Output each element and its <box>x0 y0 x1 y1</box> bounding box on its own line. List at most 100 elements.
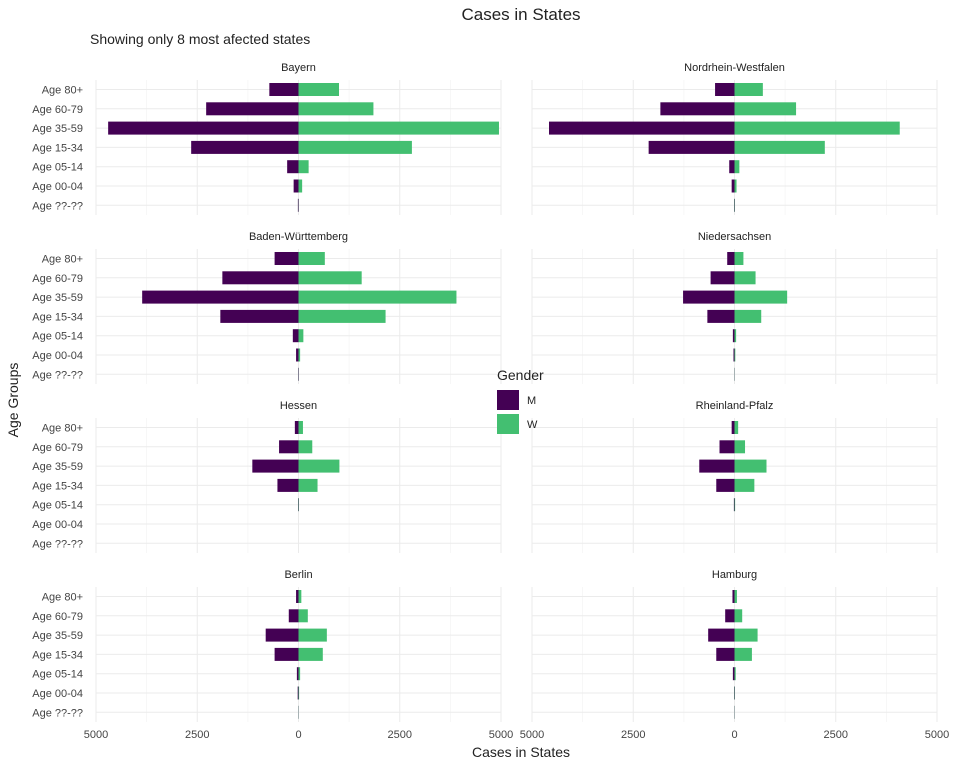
bar-w <box>298 309 386 323</box>
bar-w <box>734 459 767 473</box>
bar-w <box>298 290 457 304</box>
y-axis-title: Age Groups <box>5 363 21 438</box>
panel-strip-label: Bayern <box>281 62 316 74</box>
bar-m <box>296 348 299 362</box>
bar-m <box>648 140 735 154</box>
bar-w <box>734 290 788 304</box>
panel-strip-label: Nordrhein-Westfalen <box>684 62 785 74</box>
bar-w <box>734 102 797 116</box>
bar-w <box>734 667 736 681</box>
panel-strip-label: Berlin <box>284 569 312 581</box>
bar-m <box>707 309 735 323</box>
y-tick-label: Age 60-79 <box>32 611 83 623</box>
bar-m <box>279 440 299 454</box>
bar-w <box>298 160 309 174</box>
y-tick-label: Age ??-?? <box>32 538 83 550</box>
bar-m <box>716 478 735 492</box>
panel-bayern: Bayern Age 80+ Age 60-79 Age 35-59 Age 15-34… <box>32 62 502 215</box>
bar-m <box>549 121 735 135</box>
panel-nordrhein-westfalen: Nordrhein-Westfalen <box>531 62 938 215</box>
x-tick-label: 2500 <box>824 729 848 741</box>
legend-title: Gender <box>497 367 544 383</box>
bar-m <box>293 179 299 193</box>
legend-swatch-m <box>497 390 519 410</box>
panel-strip-label: Baden-Württemberg <box>249 231 348 243</box>
bar-m <box>288 609 299 623</box>
bar-w <box>298 478 318 492</box>
panel-rheinland-pfalz: Rheinland-Pfalz <box>531 400 938 553</box>
bar-w <box>298 647 323 661</box>
bar-m <box>733 348 735 362</box>
chart-subtitle: Showing only 8 most afected states <box>90 31 310 47</box>
y-tick-label: Age 00-04 <box>32 181 83 193</box>
bar-w <box>734 271 756 285</box>
bar-m <box>297 686 299 700</box>
bar-m <box>710 271 735 285</box>
bar-w <box>298 609 308 623</box>
bar-m <box>719 440 735 454</box>
x-axis-title: Cases in States <box>472 744 570 760</box>
y-tick-label: Age ??-?? <box>32 707 83 719</box>
bar-w <box>734 309 762 323</box>
bar-m <box>727 252 735 265</box>
bar-m <box>277 478 299 492</box>
bar-w <box>734 160 740 174</box>
bar-w <box>298 329 304 343</box>
bar-m <box>108 121 299 135</box>
bar-w <box>734 140 825 154</box>
panel-strip-label: Niedersachsen <box>698 231 771 243</box>
bar-m <box>716 647 735 661</box>
y-tick-label: Age ??-?? <box>32 369 83 381</box>
y-tick-label: Age ??-?? <box>32 200 83 212</box>
bar-m <box>660 102 735 116</box>
x-tick-label: 2500 <box>621 729 645 741</box>
y-tick-label: Age 15-34 <box>32 480 83 492</box>
y-tick-label: Age 00-04 <box>32 350 83 362</box>
y-tick-label: Age 80+ <box>42 254 83 266</box>
bar-w <box>298 348 301 362</box>
bar-w <box>734 83 763 96</box>
bar-w <box>734 609 743 623</box>
bar-m <box>732 329 735 343</box>
y-tick-label: Age 80+ <box>42 592 83 604</box>
bar-m <box>222 271 299 285</box>
bar-m <box>252 459 299 473</box>
x-tick-label: 0 <box>731 729 737 741</box>
y-tick-label: Age 15-34 <box>32 311 83 323</box>
bar-w <box>734 348 736 362</box>
bar-m <box>715 83 735 96</box>
panel-baden-w-rttemberg: Baden-Württemberg Age 80+ Age 60-79 Age 35-… <box>32 231 502 384</box>
y-tick-label: Age 00-04 <box>32 519 83 531</box>
bar-w <box>734 647 752 661</box>
bar-w <box>734 179 737 193</box>
bar-w <box>298 140 412 154</box>
x-tick-label: 2500 <box>388 729 412 741</box>
bar-m <box>729 160 735 174</box>
bar-m <box>292 329 299 343</box>
y-tick-label: Age 15-34 <box>32 142 83 154</box>
bar-m <box>708 628 735 642</box>
bar-w <box>734 440 746 454</box>
y-tick-label: Age 60-79 <box>32 273 83 285</box>
bar-w <box>734 498 736 512</box>
y-tick-label: Age 60-79 <box>32 442 83 454</box>
bar-w <box>734 421 739 434</box>
bar-m <box>733 498 735 512</box>
panel-berlin: Berlin Age 80+ Age 60-79 Age 35-59 Age 15-34… <box>32 569 502 722</box>
bar-m <box>206 102 299 116</box>
bar-m <box>683 290 735 304</box>
bar-w <box>298 440 313 454</box>
panel-strip-label: Hessen <box>280 400 317 412</box>
bar-w <box>298 459 340 473</box>
bar-w <box>734 628 758 642</box>
bar-m <box>220 309 299 323</box>
panel-strip-label: Rheinland-Pfalz <box>696 400 774 412</box>
x-tick-label: 5000 <box>84 729 108 741</box>
bar-w <box>298 179 303 193</box>
bar-m <box>269 83 299 96</box>
bar-m <box>294 421 299 434</box>
bar-m <box>731 421 735 434</box>
bar-m <box>732 667 735 681</box>
bar-m <box>265 628 299 642</box>
